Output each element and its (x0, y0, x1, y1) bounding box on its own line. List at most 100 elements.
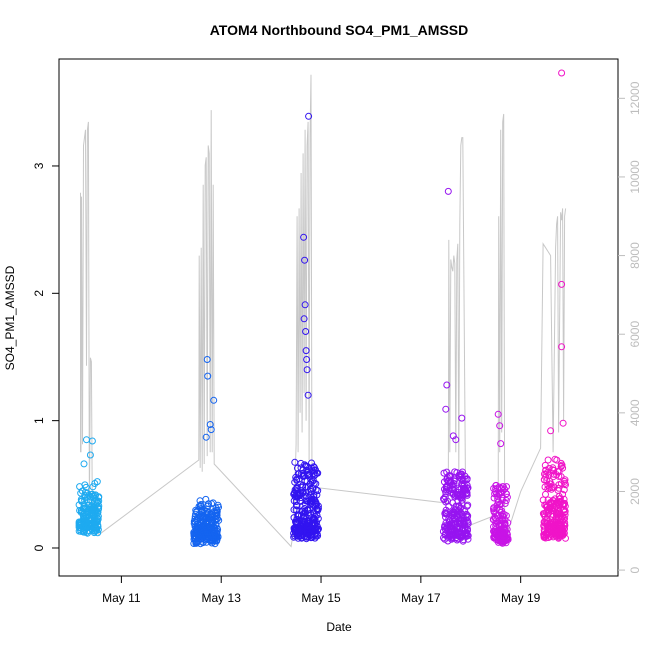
data-point (557, 473, 565, 481)
y-axis-label: SO4_PM1_AMSSD (3, 265, 17, 370)
data-point (503, 490, 510, 498)
data-point (542, 490, 549, 498)
data-point (446, 529, 453, 537)
data-point (545, 534, 553, 541)
data-point (552, 530, 560, 538)
data-point (495, 491, 503, 498)
data-point (197, 502, 205, 510)
data-point (304, 471, 312, 479)
data-point (291, 458, 299, 466)
data-point (503, 493, 511, 501)
data-point (193, 523, 201, 531)
data-point (305, 529, 312, 537)
data-point (444, 187, 452, 195)
data-point (190, 528, 198, 536)
data-point (500, 536, 508, 544)
data-point (209, 523, 217, 531)
data-point (89, 483, 97, 491)
data-point (450, 518, 458, 526)
data-point (462, 531, 470, 539)
data-point (557, 516, 565, 524)
data-point (292, 518, 299, 526)
data-point (540, 533, 548, 541)
data-point (490, 527, 498, 535)
data-point (303, 506, 311, 514)
data-point (502, 497, 510, 504)
data-point (443, 522, 451, 529)
data-point (90, 492, 98, 500)
data-point (313, 469, 321, 477)
y2-tick-label: 12000 (628, 81, 642, 115)
data-point (198, 506, 206, 514)
data-point (559, 464, 567, 472)
data-point (293, 476, 301, 484)
data-point (204, 372, 212, 380)
data-point (557, 531, 565, 539)
data-point (92, 524, 100, 532)
data-point (312, 532, 320, 540)
data-point (452, 534, 460, 542)
data-point (496, 500, 504, 508)
data-point (558, 343, 566, 351)
data-point (554, 508, 562, 516)
data-point (203, 356, 211, 363)
data-point (300, 315, 308, 323)
data-point (192, 539, 200, 547)
data-point (293, 502, 301, 510)
data-point (548, 526, 556, 534)
x-axis: May 11 May 13 May 15 May 17 May 19 (102, 576, 541, 605)
data-point (76, 521, 83, 529)
data-point (452, 436, 460, 444)
data-point (294, 511, 302, 519)
data-point (463, 513, 471, 521)
data-point (547, 427, 555, 435)
data-point (292, 506, 300, 514)
data-point (547, 498, 555, 506)
data-point (91, 495, 99, 503)
data-point (197, 505, 205, 513)
data-point (210, 508, 218, 516)
data-point (87, 522, 95, 530)
data-point (463, 475, 471, 483)
data-point (304, 526, 312, 534)
data-point (305, 112, 313, 120)
data-point (555, 481, 563, 489)
data-point (553, 498, 561, 506)
points-series (75, 69, 569, 548)
data-point (496, 422, 504, 430)
data-point (463, 491, 471, 499)
data-point (555, 520, 563, 527)
data-point (491, 490, 499, 498)
data-point (300, 514, 308, 522)
data-point (556, 495, 564, 503)
data-point (201, 522, 209, 530)
y2-axis: 0 2000 4000 6000 8000 10000 12000 (618, 81, 642, 573)
data-point (453, 508, 461, 516)
data-point (207, 517, 215, 525)
data-point (458, 414, 466, 422)
data-point (446, 518, 454, 526)
data-point (201, 515, 209, 523)
gray-line (80, 74, 567, 548)
data-point (503, 483, 510, 491)
data-point (450, 530, 458, 538)
data-point (464, 484, 472, 492)
data-point (558, 69, 566, 77)
data-point (557, 521, 565, 529)
data-point (302, 488, 310, 496)
data-point (292, 487, 300, 495)
data-point (296, 497, 304, 505)
x-axis-label: Date (326, 620, 352, 634)
data-point (214, 533, 222, 541)
data-point (299, 483, 307, 491)
data-point (86, 451, 94, 459)
data-point (299, 507, 307, 515)
data-point (542, 466, 550, 474)
data-point (300, 233, 308, 241)
data-point (207, 426, 215, 434)
data-point (291, 478, 299, 486)
data-point (292, 501, 300, 509)
data-point (498, 512, 506, 520)
data-point (555, 472, 563, 480)
